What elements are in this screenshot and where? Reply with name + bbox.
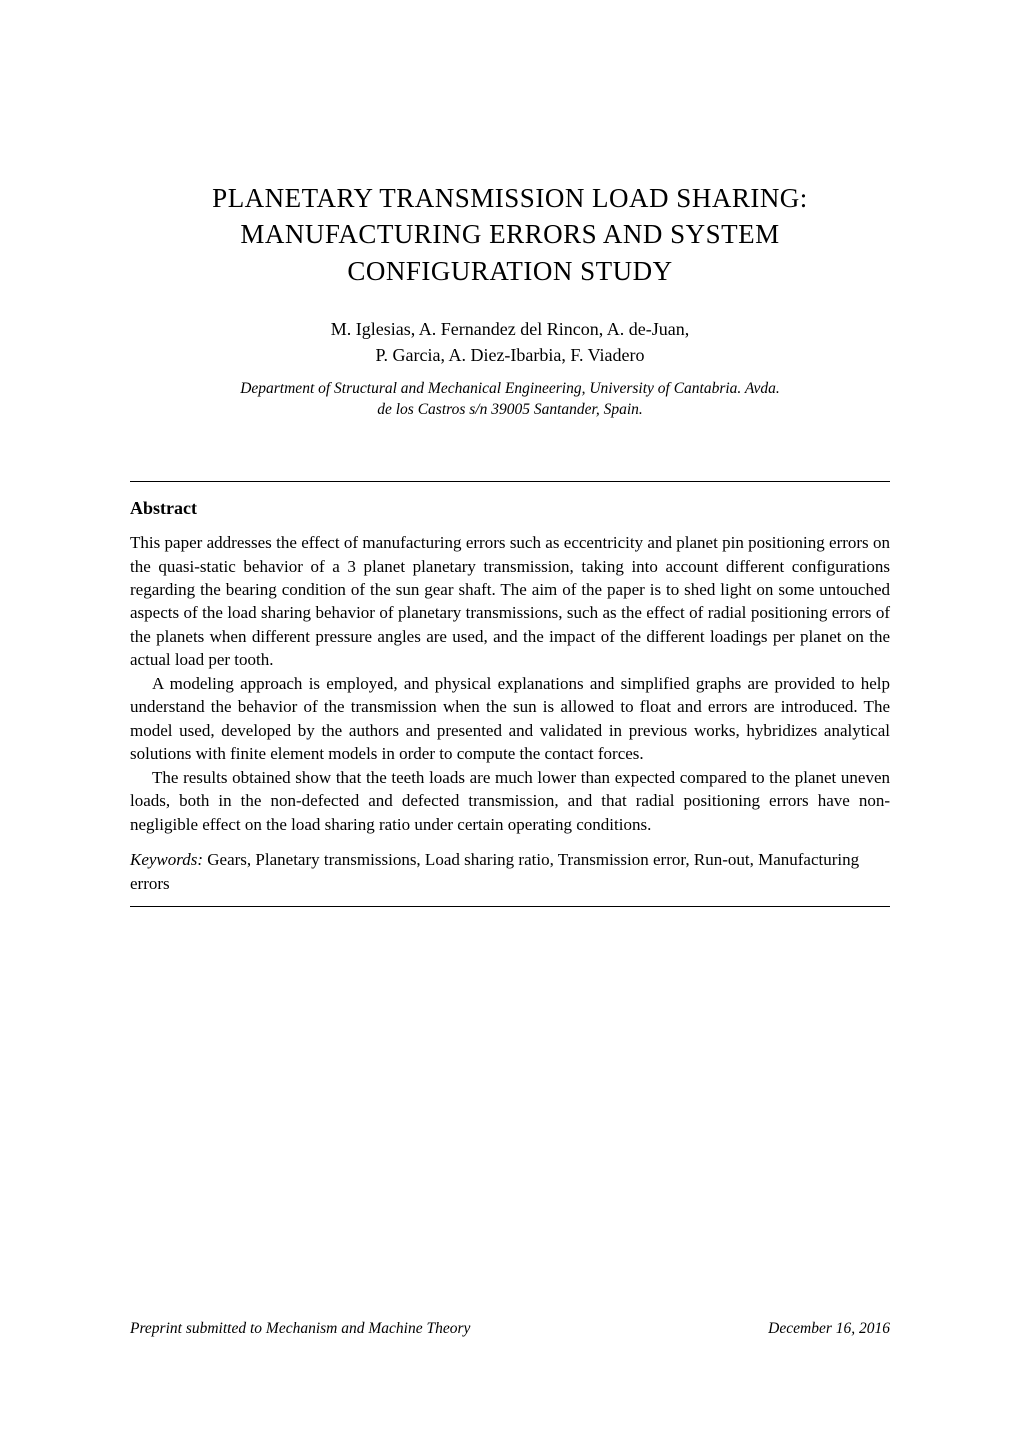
title-line-3: CONFIGURATION STUDY — [130, 253, 890, 289]
abstract-p3: The results obtained show that the teeth… — [130, 766, 890, 836]
title-line-2: MANUFACTURING ERRORS AND SYSTEM — [130, 216, 890, 252]
authors-line-2: P. Garcia, A. Diez-Ibarbia, F. Viadero — [130, 343, 890, 368]
abstract-p2: A modeling approach is employed, and phy… — [130, 672, 890, 766]
keywords-label: Keywords: — [130, 850, 203, 869]
title-line-1: PLANETARY TRANSMISSION LOAD SHARING: — [130, 180, 890, 216]
abstract-p1: This paper addresses the effect of manuf… — [130, 531, 890, 672]
authors-block: M. Iglesias, A. Fernandez del Rincon, A.… — [130, 317, 890, 367]
rule-bottom — [130, 906, 890, 907]
affiliation-line-1: Department of Structural and Mechanical … — [130, 378, 890, 400]
footer-left: Preprint submitted to Mechanism and Mach… — [130, 1320, 470, 1338]
paper-title: PLANETARY TRANSMISSION LOAD SHARING: MAN… — [130, 180, 890, 289]
keywords-text: Gears, Planetary transmissions, Load sha… — [130, 850, 859, 893]
keywords-block: Keywords: Gears, Planetary transmissions… — [130, 848, 890, 896]
footer: Preprint submitted to Mechanism and Mach… — [130, 1320, 890, 1338]
abstract-body: This paper addresses the effect of manuf… — [130, 531, 890, 836]
abstract-heading: Abstract — [130, 498, 890, 519]
authors-line-1: M. Iglesias, A. Fernandez del Rincon, A.… — [130, 317, 890, 342]
rule-top — [130, 481, 890, 482]
footer-right: December 16, 2016 — [768, 1320, 890, 1338]
affiliation-block: Department of Structural and Mechanical … — [130, 378, 890, 421]
affiliation-line-2: de los Castros s/n 39005 Santander, Spai… — [130, 399, 890, 421]
